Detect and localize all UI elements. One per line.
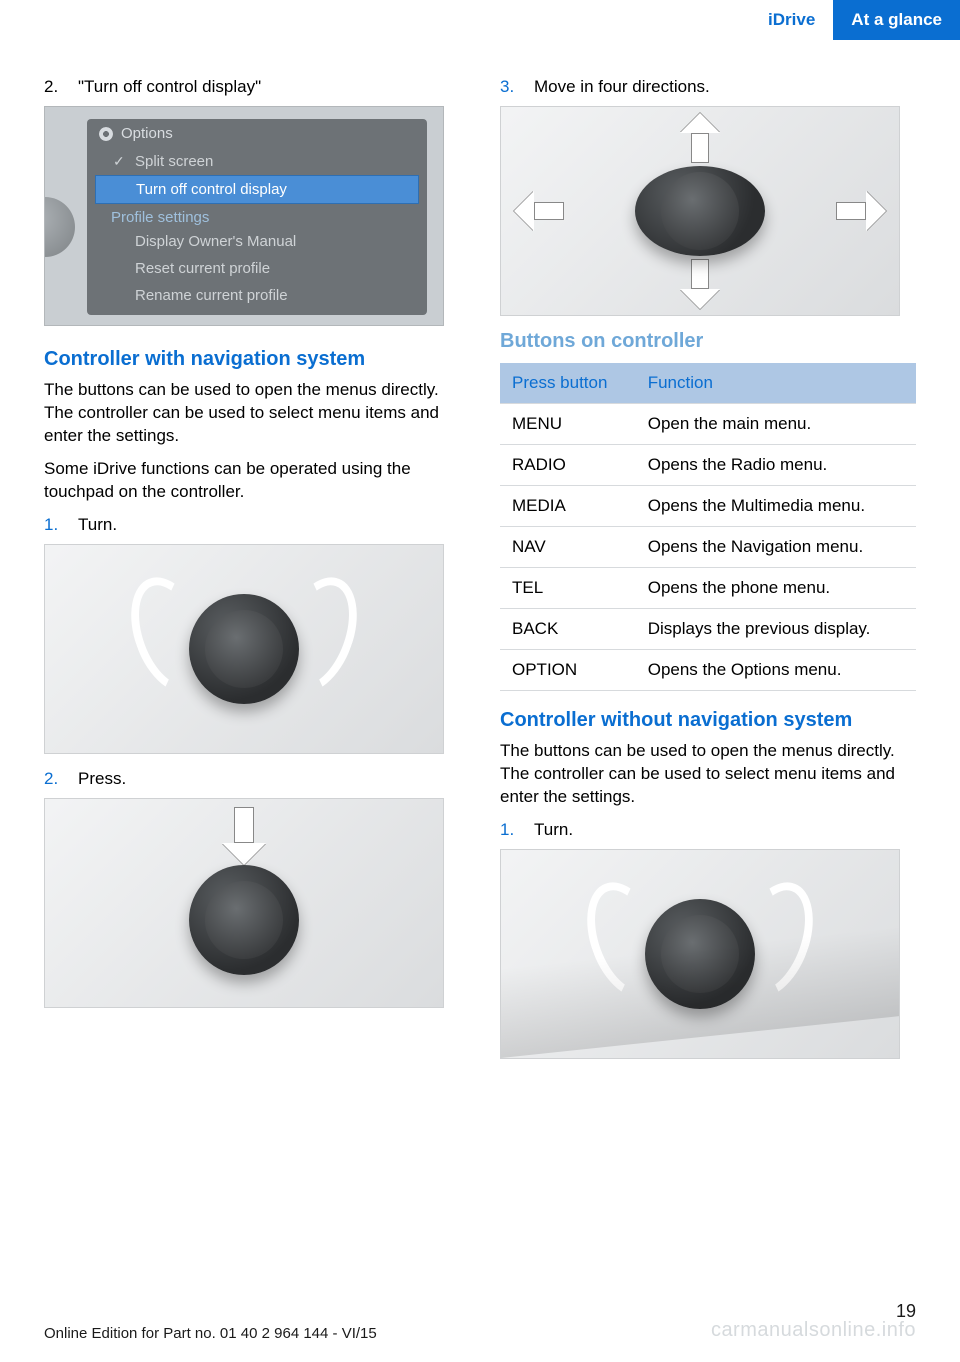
table-header-function: Function	[636, 363, 916, 404]
illustration-turn-nonav	[500, 849, 900, 1059]
menu-item-split-screen: Split screen	[87, 148, 427, 175]
controller-knob-icon	[189, 594, 299, 704]
press-arrow-icon	[222, 807, 266, 865]
cell-button: MEDIA	[500, 486, 636, 527]
paragraph-controller-nav-1: The buttons can be used to open the menu…	[44, 379, 460, 448]
menu-subheader: Profile settings	[87, 204, 427, 228]
illustration-press	[44, 798, 444, 1008]
table-row: NAVOpens the Navigation menu.	[500, 527, 916, 568]
paragraph-controller-nonav: The buttons can be used to open the menu…	[500, 740, 916, 809]
table-row: OPTIONOpens the Options menu.	[500, 650, 916, 691]
cell-function: Opens the Multimedia menu.	[636, 486, 916, 527]
step-text: "Turn off control display"	[78, 76, 460, 98]
cell-button: RADIO	[500, 445, 636, 486]
menu-item-owners-manual: Display Owner's Manual	[87, 228, 427, 255]
step-number: 2.	[44, 76, 66, 98]
menu-title: Options	[121, 125, 173, 142]
right-column: 3. Move in four directions. Buttons on c…	[500, 76, 916, 1073]
step-text: Move in four directions.	[534, 76, 916, 98]
cell-function: Opens the phone menu.	[636, 568, 916, 609]
header-tab-at-a-glance: At a glance	[833, 0, 960, 40]
paragraph-controller-nav-2: Some iDrive functions can be operated us…	[44, 458, 460, 504]
step-number: 3.	[500, 76, 522, 98]
cell-button: BACK	[500, 609, 636, 650]
menu-item-turn-off-display: Turn off control display	[95, 175, 419, 204]
cell-function: Open the main menu.	[636, 404, 916, 445]
cell-function: Opens the Radio menu.	[636, 445, 916, 486]
step-2-turn-off: 2. "Turn off control display"	[44, 76, 460, 98]
idrive-menu-panel: Options Split screen Turn off control di…	[87, 119, 427, 315]
idrive-options-screenshot: Options Split screen Turn off control di…	[44, 106, 444, 326]
cell-function: Opens the Options menu.	[636, 650, 916, 691]
arrow-right-icon	[836, 191, 886, 231]
step-text: Turn.	[534, 819, 916, 841]
illustration-turn	[44, 544, 444, 754]
menu-title-row: Options	[87, 119, 427, 148]
table-row: MEDIAOpens the Multimedia menu.	[500, 486, 916, 527]
cell-button: TEL	[500, 568, 636, 609]
illustration-move-four-directions	[500, 106, 900, 316]
page-content: 2. "Turn off control display" Options Sp…	[0, 40, 960, 1073]
controller-knob-icon	[44, 197, 75, 257]
table-row: RADIOOpens the Radio menu.	[500, 445, 916, 486]
heading-controller-without-nav: Controller without navigation system	[500, 709, 916, 732]
cell-button: NAV	[500, 527, 636, 568]
step-1b-turn: 1. Turn.	[500, 819, 916, 841]
cell-button: MENU	[500, 404, 636, 445]
menu-item-rename-profile: Rename current profile	[87, 282, 427, 309]
left-column: 2. "Turn off control display" Options Sp…	[44, 76, 460, 1073]
step-2-press: 2. Press.	[44, 768, 460, 790]
cell-button: OPTION	[500, 650, 636, 691]
gear-icon	[99, 127, 113, 141]
step-1-turn: 1. Turn.	[44, 514, 460, 536]
step-number: 2.	[44, 768, 66, 790]
table-row: MENUOpen the main menu.	[500, 404, 916, 445]
arrow-down-icon	[680, 259, 720, 309]
arrow-left-icon	[514, 191, 564, 231]
watermark: carmanualsonline.info	[711, 1319, 916, 1342]
cell-function: Opens the Navigation menu.	[636, 527, 916, 568]
step-text: Press.	[78, 768, 460, 790]
heading-controller-with-nav: Controller with navigation system	[44, 348, 460, 371]
step-number: 1.	[44, 514, 66, 536]
heading-buttons-on-controller: Buttons on controller	[500, 330, 916, 353]
table-header-row: Press button Function	[500, 363, 916, 404]
menu-item-reset-profile: Reset current profile	[87, 255, 427, 282]
step-number: 1.	[500, 819, 522, 841]
footer-edition-line: Online Edition for Part no. 01 40 2 964 …	[44, 1325, 377, 1342]
table-header-press-button: Press button	[500, 363, 636, 404]
page-header: iDrive At a glance	[0, 0, 960, 40]
table-row: TELOpens the phone menu.	[500, 568, 916, 609]
arrow-up-icon	[680, 113, 720, 163]
controller-knob-icon	[189, 865, 299, 975]
step-text: Turn.	[78, 514, 460, 536]
buttons-function-table: Press button Function MENUOpen the main …	[500, 363, 916, 691]
controller-knob-icon	[645, 899, 755, 1009]
table-body: MENUOpen the main menu. RADIOOpens the R…	[500, 404, 916, 691]
table-row: BACKDisplays the previous display.	[500, 609, 916, 650]
cell-function: Displays the previous display.	[636, 609, 916, 650]
header-tab-idrive: iDrive	[750, 0, 833, 40]
step-3-move: 3. Move in four directions.	[500, 76, 916, 98]
controller-knob-icon	[635, 166, 765, 256]
